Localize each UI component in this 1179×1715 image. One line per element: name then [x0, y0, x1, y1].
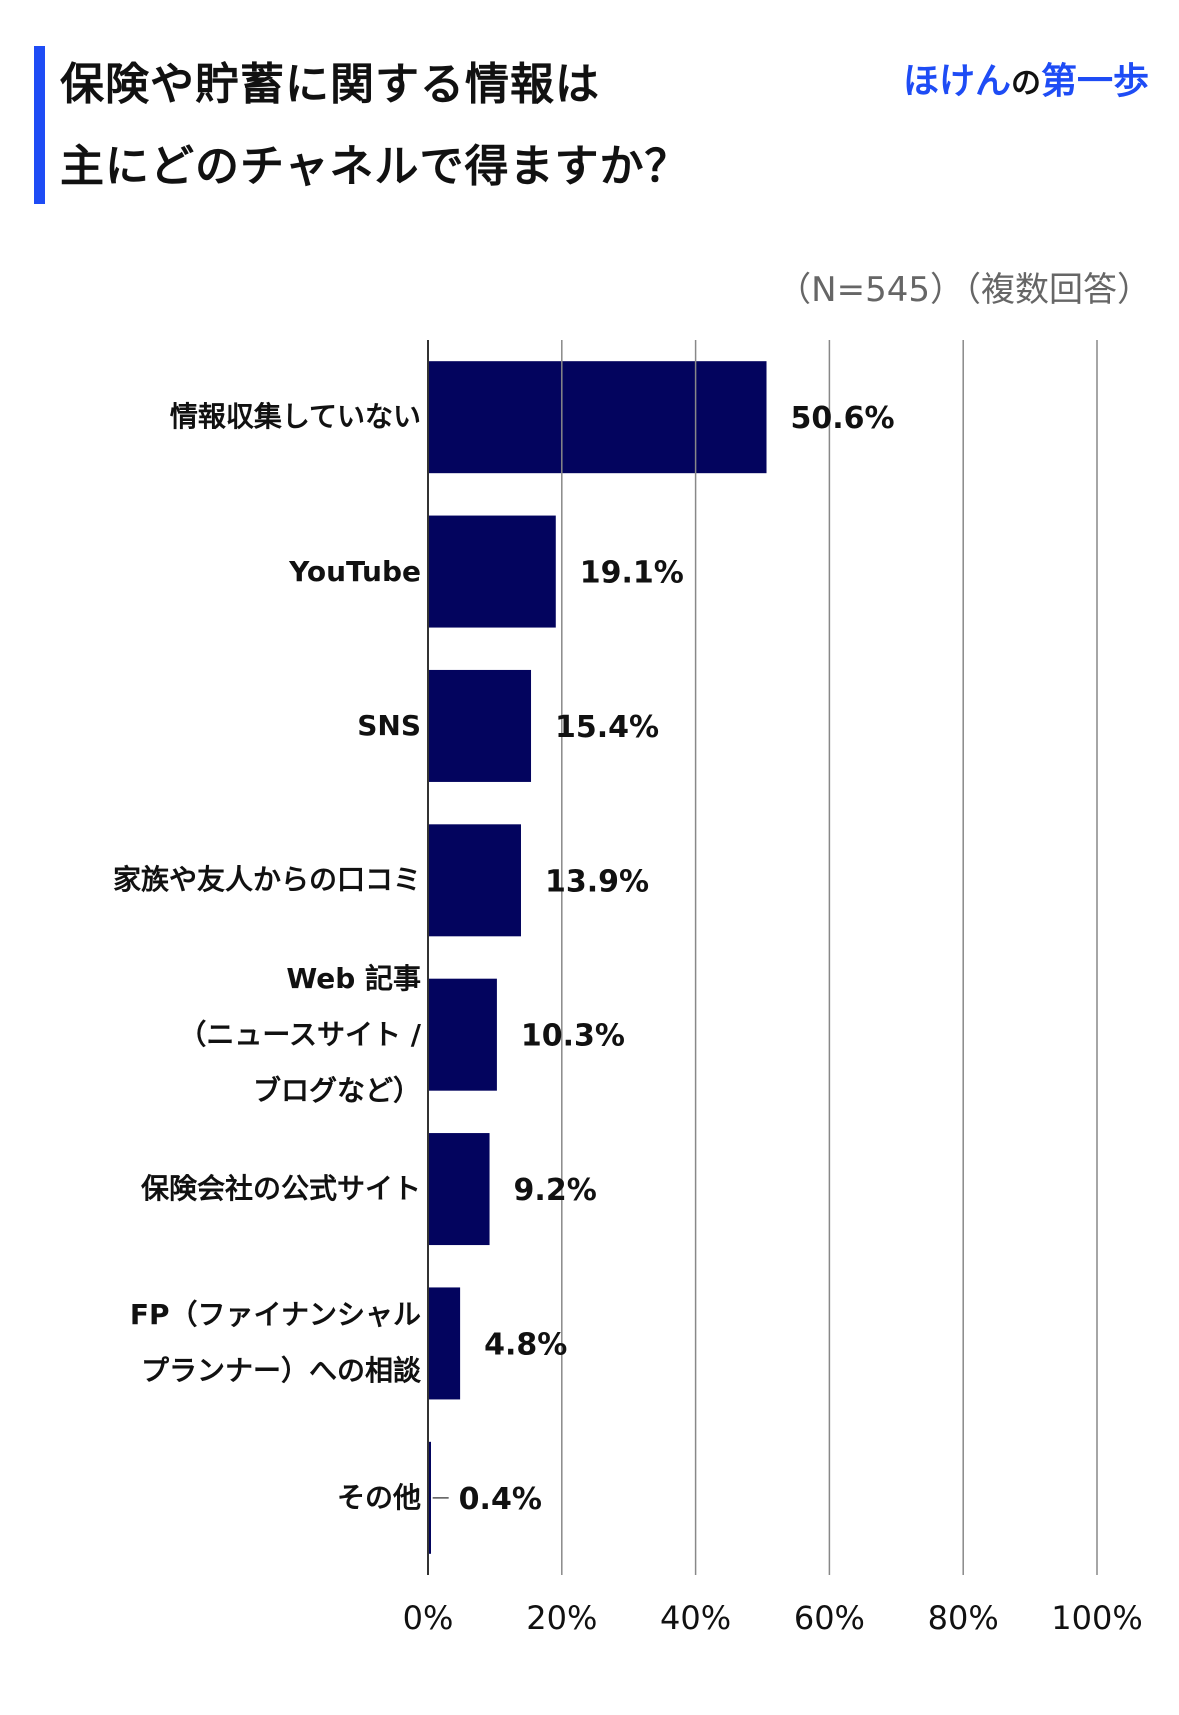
category-label-line: Web 記事	[286, 961, 421, 995]
bar	[428, 1133, 490, 1246]
bar	[428, 1287, 461, 1400]
category-label-line: 家族や友人からの口コミ	[112, 863, 421, 897]
category-label-line: SNS	[357, 708, 421, 742]
title-accent-bar	[34, 46, 45, 204]
category-label: SNS	[357, 698, 421, 754]
category-label-line: その他	[336, 1480, 421, 1514]
x-tick-label: 40%	[660, 1599, 731, 1637]
value-label: 19.1%	[580, 556, 684, 591]
x-tick-label: 20%	[526, 1599, 597, 1637]
value-label: 50.6%	[791, 401, 895, 436]
value-label: 4.8%	[484, 1327, 567, 1362]
value-label: 15.4%	[555, 710, 659, 745]
category-label: その他	[337, 1470, 421, 1526]
x-tick-label: 0%	[403, 1599, 454, 1637]
x-tick-label: 100%	[1051, 1599, 1142, 1637]
bar	[428, 978, 497, 1091]
category-label-line: 情報収集していない	[169, 400, 421, 434]
value-label: 10.3%	[521, 1019, 625, 1054]
x-tick-label: 60%	[794, 1599, 865, 1637]
category-label: YouTube	[289, 544, 421, 600]
brand-part-1: ほけん	[902, 61, 1011, 102]
title-line-1: 保険や貯蓄に関する情報は	[60, 59, 600, 110]
value-label: 13.9%	[545, 864, 649, 899]
category-label-line: YouTube	[289, 554, 421, 588]
category-label: 保険会社の公式サイト	[141, 1161, 421, 1217]
category-label-line: ブログなど）	[252, 1073, 421, 1107]
bar	[428, 1441, 431, 1554]
x-tick-label: 80%	[928, 1599, 999, 1637]
category-label-line: プランナー）への相談	[140, 1354, 421, 1388]
bar	[428, 515, 556, 628]
category-label-line: 保険会社の公式サイト	[140, 1172, 421, 1206]
brand-part-2: の	[1010, 66, 1041, 101]
bar	[428, 669, 532, 782]
value-label: 9.2%	[514, 1173, 597, 1208]
chart-title: 保険や貯蓄に関する情報は 主にどのチャネルで得ますか？	[60, 44, 690, 208]
brand-part-3: 第一歩	[1040, 61, 1149, 102]
category-label-line: FP（ファイナンシャル	[129, 1298, 421, 1332]
category-label: 家族や友人からの口コミ	[113, 852, 421, 908]
bar	[428, 824, 521, 937]
value-label: 0.4%	[459, 1482, 542, 1517]
title-line-2: 主にどのチャネルで得ますか？	[60, 141, 690, 192]
category-label: 情報収集していない	[170, 389, 421, 445]
sample-note: （N=545）（複数回答）	[777, 270, 1151, 310]
brand-logo: ほけんの第一歩	[903, 52, 1149, 104]
category-label-line: （ニュースサイト /	[178, 1017, 421, 1051]
bar	[428, 361, 767, 474]
category-label: Web 記事 （ニュースサイト / ブログなど）	[178, 951, 421, 1119]
category-label: FP（ファイナンシャルプランナー）への相談	[130, 1287, 421, 1399]
